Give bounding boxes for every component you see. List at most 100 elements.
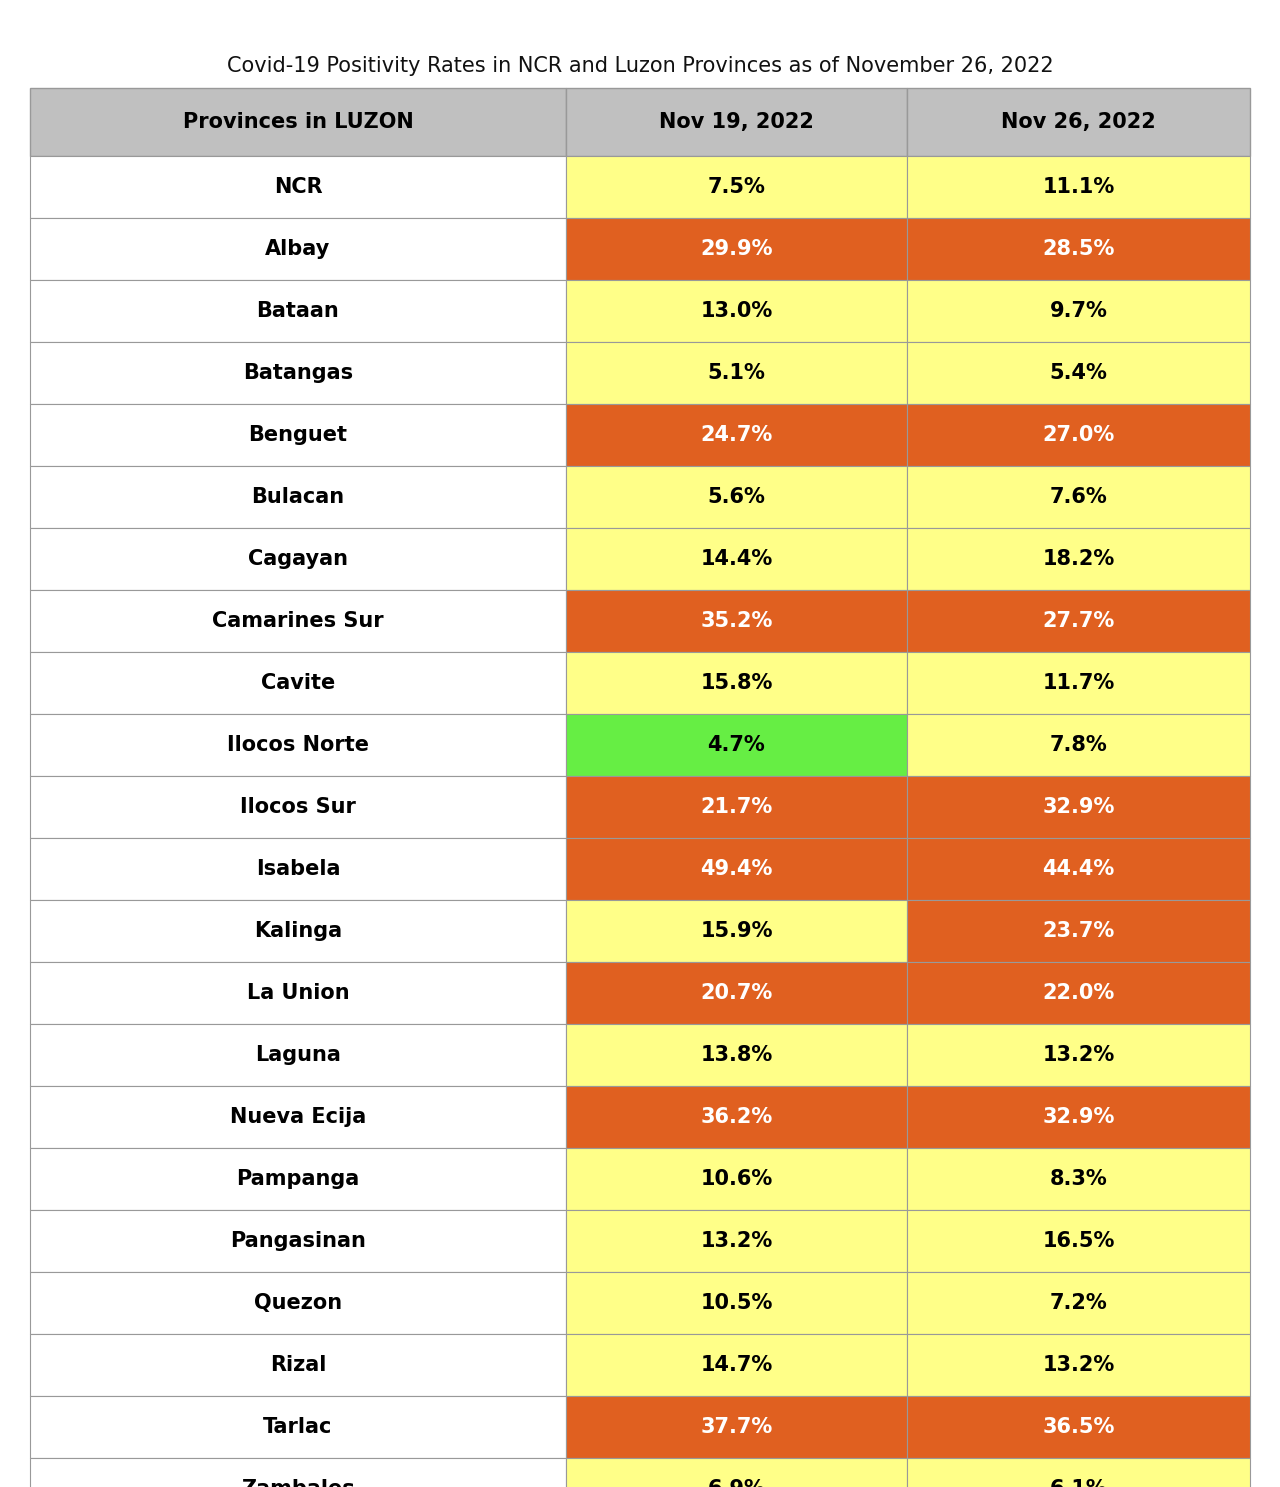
Bar	[566, 528, 908, 590]
Bar	[908, 1148, 1251, 1210]
Bar	[908, 465, 1251, 528]
Bar	[566, 900, 908, 962]
Text: Rizal: Rizal	[270, 1355, 326, 1375]
Text: 35.2%: 35.2%	[700, 611, 773, 630]
Text: 4.7%: 4.7%	[708, 735, 765, 755]
Text: 21.7%: 21.7%	[700, 797, 773, 816]
Text: Albay: Albay	[265, 239, 330, 259]
Bar	[29, 900, 566, 962]
Text: Nov 26, 2022: Nov 26, 2022	[1001, 112, 1156, 132]
Bar	[566, 1148, 908, 1210]
Bar	[908, 342, 1251, 404]
Bar	[908, 651, 1251, 714]
Text: 44.4%: 44.4%	[1042, 859, 1115, 879]
Text: 10.6%: 10.6%	[700, 1169, 773, 1190]
Bar	[908, 1086, 1251, 1148]
Bar	[908, 776, 1251, 839]
Text: 20.7%: 20.7%	[700, 983, 773, 1004]
Bar	[908, 714, 1251, 776]
Text: Cagayan: Cagayan	[248, 549, 348, 570]
Bar	[908, 156, 1251, 219]
Text: 29.9%: 29.9%	[700, 239, 773, 259]
Text: La Union: La Union	[247, 983, 349, 1004]
Bar	[29, 88, 566, 156]
Bar	[29, 219, 566, 280]
Text: 22.0%: 22.0%	[1042, 983, 1115, 1004]
Text: Camarines Sur: Camarines Sur	[212, 611, 384, 630]
Text: 13.0%: 13.0%	[700, 300, 773, 321]
Text: 13.2%: 13.2%	[1042, 1355, 1115, 1375]
Bar	[908, 404, 1251, 465]
Bar	[29, 1334, 566, 1396]
Bar	[908, 280, 1251, 342]
Text: Bulacan: Bulacan	[251, 488, 344, 507]
Bar	[908, 1396, 1251, 1457]
Text: NCR: NCR	[274, 177, 323, 196]
Bar	[29, 962, 566, 1025]
Bar	[908, 219, 1251, 280]
Text: 13.8%: 13.8%	[700, 1045, 773, 1065]
Text: 27.7%: 27.7%	[1042, 611, 1115, 630]
Text: 13.2%: 13.2%	[1042, 1045, 1115, 1065]
Bar	[566, 342, 908, 404]
Text: Bataan: Bataan	[256, 300, 339, 321]
Text: Covid-19 Positivity Rates in NCR and Luzon Provinces as of November 26, 2022: Covid-19 Positivity Rates in NCR and Luz…	[227, 57, 1053, 76]
Text: 9.7%: 9.7%	[1050, 300, 1107, 321]
Text: Batangas: Batangas	[243, 363, 353, 384]
Bar	[908, 590, 1251, 651]
Text: 6.9%: 6.9%	[708, 1480, 765, 1487]
Bar	[29, 839, 566, 900]
Bar	[566, 590, 908, 651]
Text: Kalinga: Kalinga	[253, 920, 342, 941]
Text: 5.4%: 5.4%	[1050, 363, 1107, 384]
Text: 36.5%: 36.5%	[1042, 1417, 1115, 1436]
Text: 14.7%: 14.7%	[700, 1355, 773, 1375]
Bar	[566, 1086, 908, 1148]
Bar	[566, 1396, 908, 1457]
Text: 37.7%: 37.7%	[700, 1417, 773, 1436]
Bar	[566, 465, 908, 528]
Bar	[566, 1210, 908, 1271]
Text: 11.1%: 11.1%	[1042, 177, 1115, 196]
Text: Cavite: Cavite	[261, 674, 335, 693]
Bar	[566, 280, 908, 342]
Bar	[29, 1148, 566, 1210]
Bar	[908, 1457, 1251, 1487]
Bar	[29, 1025, 566, 1086]
Text: 24.7%: 24.7%	[700, 425, 773, 445]
Text: 7.5%: 7.5%	[708, 177, 765, 196]
Bar	[908, 528, 1251, 590]
Bar	[908, 88, 1251, 156]
Bar	[566, 714, 908, 776]
Bar	[566, 88, 908, 156]
Bar	[908, 1210, 1251, 1271]
Bar	[29, 1210, 566, 1271]
Bar	[29, 651, 566, 714]
Text: Quezon: Quezon	[253, 1294, 342, 1313]
Text: Nov 19, 2022: Nov 19, 2022	[659, 112, 814, 132]
Text: 28.5%: 28.5%	[1042, 239, 1115, 259]
Bar	[566, 776, 908, 839]
Bar	[29, 590, 566, 651]
Bar	[566, 156, 908, 219]
Bar	[908, 1025, 1251, 1086]
Bar	[29, 156, 566, 219]
Text: Benguet: Benguet	[248, 425, 347, 445]
Text: 7.2%: 7.2%	[1050, 1294, 1107, 1313]
Bar	[29, 1086, 566, 1148]
Text: 36.2%: 36.2%	[700, 1106, 773, 1127]
Text: 14.4%: 14.4%	[700, 549, 773, 570]
Bar	[908, 839, 1251, 900]
Text: Laguna: Laguna	[255, 1045, 340, 1065]
Bar	[29, 404, 566, 465]
Bar	[566, 1271, 908, 1334]
Bar	[566, 1457, 908, 1487]
Bar	[29, 528, 566, 590]
Bar	[566, 404, 908, 465]
Text: 10.5%: 10.5%	[700, 1294, 773, 1313]
Text: 27.0%: 27.0%	[1042, 425, 1115, 445]
Text: 11.7%: 11.7%	[1042, 674, 1115, 693]
Text: 6.1%: 6.1%	[1050, 1480, 1107, 1487]
Text: 49.4%: 49.4%	[700, 859, 773, 879]
Text: Zambales: Zambales	[241, 1480, 355, 1487]
